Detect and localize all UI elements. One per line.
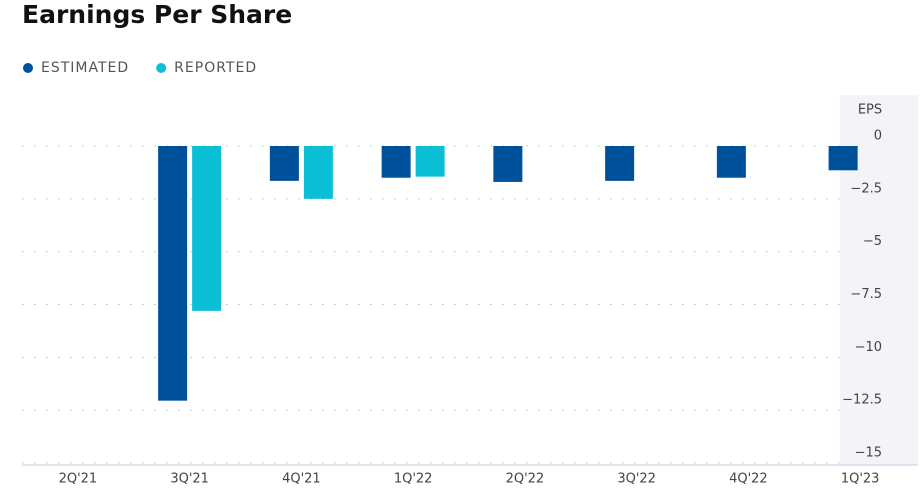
y-tick-label: −5 — [863, 234, 882, 249]
bar — [192, 146, 222, 311]
bar — [716, 146, 746, 178]
y-tick-label: −2.5 — [850, 181, 882, 196]
legend-marker — [23, 63, 33, 73]
x-tick-label: 2Q'21 — [59, 472, 98, 487]
x-tick-label: 1Q'22 — [394, 472, 433, 487]
bar — [269, 146, 299, 181]
y-axis-label: EPS — [858, 103, 882, 118]
x-tick-label: 4Q'22 — [729, 472, 768, 487]
y-tick-label: −7.5 — [850, 287, 882, 302]
x-tick-label: 4Q'21 — [282, 472, 321, 487]
y-tick-label: −15 — [855, 446, 882, 461]
x-tick-label: 3Q'22 — [617, 472, 656, 487]
bar — [828, 146, 858, 171]
bar — [605, 146, 635, 181]
bar — [415, 146, 445, 177]
x-tick-label: 2Q'22 — [506, 472, 545, 487]
bar — [303, 146, 333, 199]
legend-label: ESTIMATED — [41, 60, 129, 76]
legend-marker — [156, 63, 167, 73]
x-tick-label: 1Q'23 — [841, 472, 880, 487]
x-tick-label: 3Q'21 — [170, 472, 209, 487]
chart-title: Earnings Per Share — [22, 0, 292, 29]
y-tick-label: −10 — [855, 340, 882, 355]
bar — [493, 146, 523, 182]
y-tick-label: −12.5 — [842, 393, 882, 408]
legend-label: REPORTED — [174, 60, 257, 76]
bar — [158, 146, 188, 401]
bar — [381, 146, 411, 178]
y-tick-label: 0 — [874, 129, 882, 144]
